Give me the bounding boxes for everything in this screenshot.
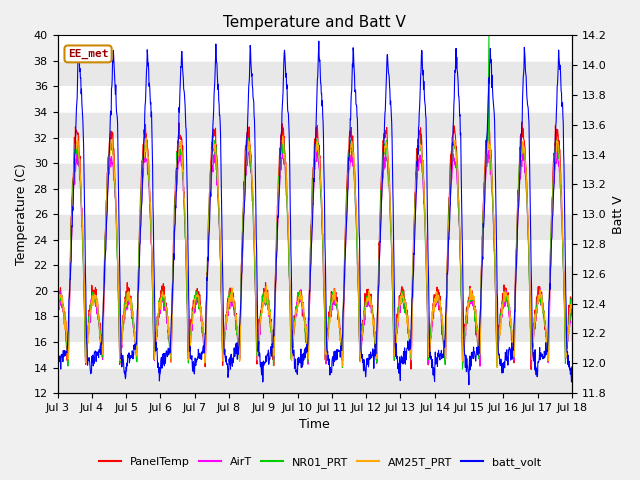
Legend: PanelTemp, AirT, NR01_PRT, AM25T_PRT, batt_volt: PanelTemp, AirT, NR01_PRT, AM25T_PRT, ba… [94, 452, 546, 472]
Bar [58, 316, 572, 342]
Bar [58, 368, 572, 393]
Text: EE_met: EE_met [68, 49, 108, 59]
Y-axis label: Temperature (C): Temperature (C) [15, 163, 28, 265]
Bar [58, 112, 572, 138]
Bar [58, 265, 572, 291]
Y-axis label: Batt V: Batt V [612, 195, 625, 234]
Bar [58, 163, 572, 189]
Bar [58, 138, 572, 163]
Bar [58, 291, 572, 316]
Bar [58, 189, 572, 214]
Bar [58, 36, 572, 61]
Bar [58, 86, 572, 112]
Bar [58, 240, 572, 265]
Bar [58, 342, 572, 368]
X-axis label: Time: Time [300, 419, 330, 432]
Bar [58, 214, 572, 240]
Title: Temperature and Batt V: Temperature and Batt V [223, 15, 406, 30]
Bar [58, 61, 572, 86]
